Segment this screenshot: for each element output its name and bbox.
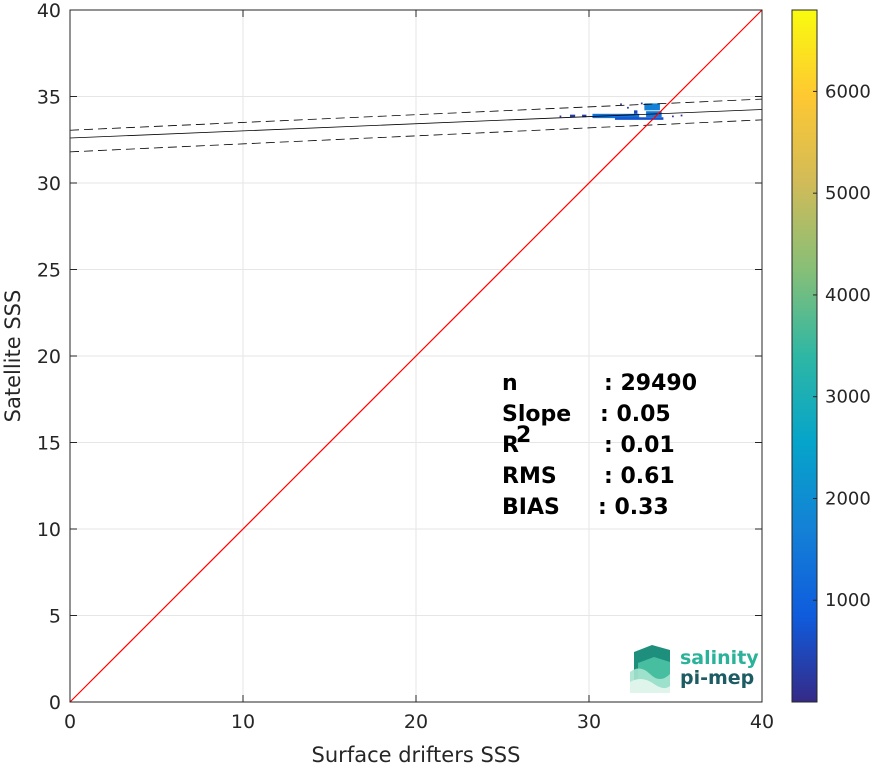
x-axis-ticks: 0 10 20 30 40 [64, 10, 774, 733]
colorbar-tick-label: 6000 [825, 81, 871, 102]
density-cell [582, 114, 587, 118]
density-cell [640, 102, 643, 105]
colorbar [791, 9, 818, 703]
stats-label: RMS [502, 464, 557, 489]
density-cell [644, 103, 660, 111]
colorbar-tick-label: 5000 [825, 183, 871, 204]
stats-label: n [502, 371, 518, 396]
density-cell [614, 117, 664, 120]
logo-line2: pi-mep [680, 667, 754, 689]
y-axis-ticks: 0 5 10 15 20 25 30 35 40 [37, 0, 762, 714]
y-tick-label: 20 [37, 346, 61, 368]
density-cell [633, 110, 638, 114]
colorbar-tick-label: 1000 [825, 590, 871, 611]
x-tick-label: 40 [750, 711, 774, 733]
upper-bound-line [69, 98, 763, 131]
y-tick-label: 10 [37, 519, 61, 541]
y-tick-label: 30 [37, 173, 61, 195]
y-tick-label: 5 [49, 606, 61, 628]
density-cell [569, 114, 576, 118]
density-cell [672, 115, 674, 118]
stats-box: n : 29490 Slope : 0.05 R2 : 0.01 RMS : 0.61 BIAS… [502, 371, 697, 520]
logo-line1: salinity [680, 647, 759, 669]
stats-value: : 29490 [604, 371, 697, 396]
x-axis-label: Surface drifters SSS [312, 743, 521, 764]
density-cell [680, 114, 683, 117]
x-tick-label: 0 [64, 711, 76, 733]
x-tick-label: 30 [577, 711, 601, 733]
stats-value: : 0.01 [604, 433, 675, 458]
colorbar-ticks: 1000 2000 3000 4000 5000 6000 [813, 81, 871, 611]
y-tick-label: 25 [37, 260, 61, 282]
density-cell [559, 115, 562, 118]
wave-logo-icon [630, 645, 670, 693]
x-tick-label: 10 [231, 711, 255, 733]
colorbar-tick-label: 2000 [825, 488, 871, 509]
salinity-pi-mep-logo: salinity pi-mep [630, 645, 759, 693]
density-cell [592, 113, 640, 119]
fit-line [69, 109, 763, 139]
colorbar-tick-label: 3000 [825, 387, 871, 408]
stats-value: : 0.33 [598, 495, 669, 520]
y-tick-label: 40 [37, 0, 61, 22]
y-tick-label: 0 [49, 692, 61, 714]
y-tick-label: 35 [37, 87, 61, 109]
x-tick-label: 20 [404, 711, 428, 733]
density-cell [627, 106, 629, 109]
identity-line [69, 9, 763, 703]
y-tick-label: 15 [37, 433, 61, 455]
stats-value: : 0.61 [604, 464, 675, 489]
stats-label: R [502, 433, 519, 458]
density-cell [620, 103, 622, 106]
stats-label-superscript: 2 [516, 423, 531, 448]
y-axis-label: Satellite SSS [1, 290, 25, 423]
stats-label: BIAS [502, 495, 560, 520]
colorbar-tick-label: 4000 [825, 285, 871, 306]
stats-label: Slope [502, 402, 571, 427]
stats-value: : 0.05 [600, 402, 671, 427]
